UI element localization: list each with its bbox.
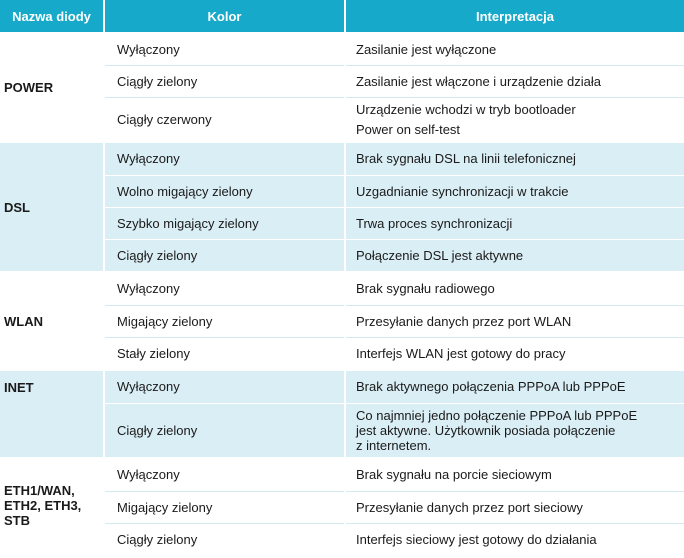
led-interpretation: Co najmniej jedno połączenie PPPoA lub P…	[345, 403, 684, 457]
led-color: Wyłączony	[104, 273, 346, 306]
table-row: Ciągły zielony Interfejs sieciowy jest g…	[0, 523, 684, 555]
table-row: Ciągły zielony Co najmniej jedno połącze…	[0, 403, 684, 457]
led-name: POWER	[0, 33, 105, 141]
table-row: Migający zielony Przesyłanie danych prze…	[0, 305, 684, 338]
led-color: Wolno migający zielony	[104, 175, 346, 208]
interpretation-line: jest aktywne. Użytkownik posiada połącze…	[356, 422, 616, 438]
group-dsl: DSL Wyłączony Brak sygnału DSL na linii …	[0, 143, 684, 271]
led-interpretation: Brak sygnału radiowego	[345, 273, 684, 306]
led-color: Wyłączony	[104, 33, 346, 66]
led-name-line: STB	[4, 513, 30, 528]
led-interpretation: Przesyłanie danych przez port sieciowy	[345, 491, 684, 524]
led-color: Ciągły zielony	[104, 65, 346, 98]
group-eth: ETH1/WAN, ETH2, ETH3, STB Wyłączony Brak…	[0, 459, 684, 555]
led-interpretation: Zasilanie jest wyłączone	[345, 33, 684, 66]
table-row: Ciągły zielony Połączenie DSL jest aktyw…	[0, 239, 684, 271]
table-row: Stały zielony Interfejs WLAN jest gotowy…	[0, 337, 684, 369]
interpretation-line: Power on self-test	[356, 121, 461, 137]
led-interpretation: Brak aktywnego połączenia PPPoA lub PPPo…	[345, 371, 684, 404]
led-name: ETH1/WAN, ETH2, ETH3, STB	[0, 459, 105, 555]
led-interpretation: Połączenie DSL jest aktywne	[345, 239, 684, 271]
led-color: Wyłączony	[104, 459, 346, 492]
table-row: WLAN Wyłączony Brak sygnału radiowego	[0, 273, 684, 369]
led-color: Ciągły zielony	[104, 523, 346, 555]
led-name-line: ETH2, ETH3,	[4, 498, 82, 513]
table-row: Ciągły czerwony Urządzenie wchodzi w try…	[0, 97, 684, 141]
led-name: INET	[0, 371, 105, 457]
led-color: Migający zielony	[104, 491, 346, 524]
led-color: Stały zielony	[104, 337, 346, 369]
interpretation-line: z internetem.	[356, 437, 432, 453]
table-row: Szybko migający zielony Trwa proces sync…	[0, 207, 684, 240]
led-color: Ciągły czerwony	[104, 97, 346, 141]
led-interpretation: Urządzenie wchodzi w tryb bootloader Pow…	[345, 97, 684, 141]
table-row: Wolno migający zielony Uzgadnianie synch…	[0, 175, 684, 208]
group-inet: INET Wyłączony Brak aktywnego połączenia…	[0, 371, 684, 457]
table-row: Ciągły zielony Zasilanie jest włączone i…	[0, 65, 684, 98]
led-color: Migający zielony	[104, 305, 346, 338]
led-interpretation: Interfejs sieciowy jest gotowy do działa…	[345, 523, 684, 555]
led-name: WLAN	[0, 273, 105, 369]
led-interpretation: Zasilanie jest włączone i urządzenie dzi…	[345, 65, 684, 98]
table-row: POWER Wyłączony Zasilanie jest wyłączone	[0, 33, 684, 141]
header-color: Kolor	[104, 0, 346, 34]
led-name: DSL	[0, 143, 105, 271]
led-color: Szybko migający zielony	[104, 207, 346, 240]
led-name-line: ETH1/WAN,	[4, 483, 75, 498]
header-led-name: Nazwa diody	[0, 0, 105, 34]
led-color: Wyłączony	[104, 143, 346, 176]
table-row: INET Wyłączony Brak aktywnego połączenia…	[0, 371, 684, 457]
led-color: Ciągły zielony	[104, 403, 346, 457]
led-color: Ciągły zielony	[104, 239, 346, 271]
table-row: Migający zielony Przesyłanie danych prze…	[0, 491, 684, 524]
interpretation-line: Urządzenie wchodzi w tryb bootloader	[356, 101, 576, 117]
led-interpretation: Przesyłanie danych przez port WLAN	[345, 305, 684, 338]
group-power: POWER Wyłączony Zasilanie jest wyłączone…	[0, 33, 684, 141]
led-interpretation: Uzgadnianie synchronizacji w trakcie	[345, 175, 684, 208]
group-wlan: WLAN Wyłączony Brak sygnału radiowego Mi…	[0, 273, 684, 369]
led-interpretation: Brak sygnału na porcie sieciowym	[345, 459, 684, 492]
led-interpretation: Trwa proces synchronizacji	[345, 207, 684, 240]
led-interpretation: Brak sygnału DSL na linii telefonicznej	[345, 143, 684, 176]
led-interpretation: Interfejs WLAN jest gotowy do pracy	[345, 337, 684, 369]
led-color: Wyłączony	[104, 371, 346, 404]
table-row: DSL Wyłączony Brak sygnału DSL na linii …	[0, 143, 684, 271]
interpretation-line: Co najmniej jedno połączenie PPPoA lub P…	[356, 407, 638, 423]
table-header-row: Nazwa diody Kolor Interpretacja	[0, 0, 684, 34]
header-interpretation: Interpretacja	[345, 0, 684, 34]
table-row: ETH1/WAN, ETH2, ETH3, STB Wyłączony Brak…	[0, 459, 684, 555]
